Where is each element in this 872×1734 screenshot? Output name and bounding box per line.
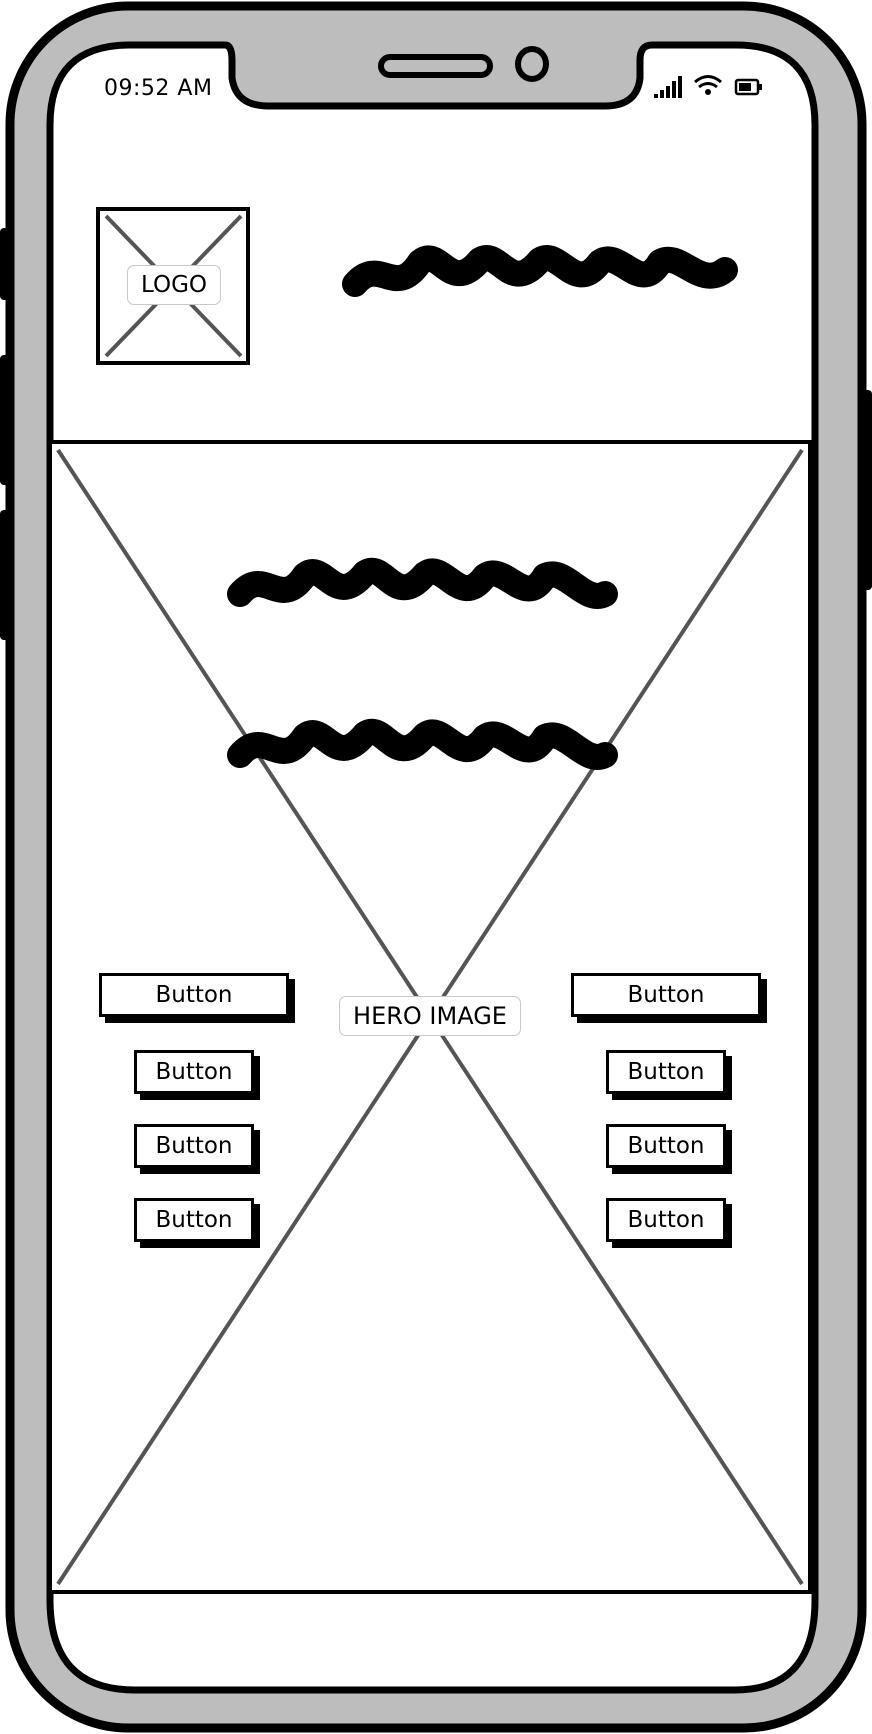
right-button-4[interactable]: Button [606,1198,726,1242]
signal-icon [654,76,682,98]
header-title-scribble [342,245,738,297]
left-button-3[interactable]: Button [134,1124,254,1168]
right-button-3[interactable]: Button [606,1124,726,1168]
left-button-4[interactable]: Button [134,1198,254,1242]
hero-image-label: HERO IMAGE [339,996,521,1036]
right-button-2[interactable]: Button [606,1050,726,1094]
left-primary-button[interactable]: Button [99,973,289,1017]
hero-heading-scribble-1 [227,557,618,609]
battery-icon [734,78,762,96]
right-primary-button[interactable]: Button [571,973,761,1017]
speaker-grille [378,54,493,78]
left-button-2[interactable]: Button [134,1050,254,1094]
front-camera [515,46,549,82]
logo-label: LOGO [127,265,221,305]
status-time: 09:52 AM [104,76,213,101]
wifi-icon [694,75,722,95]
hero-heading-scribble-2 [227,718,618,770]
